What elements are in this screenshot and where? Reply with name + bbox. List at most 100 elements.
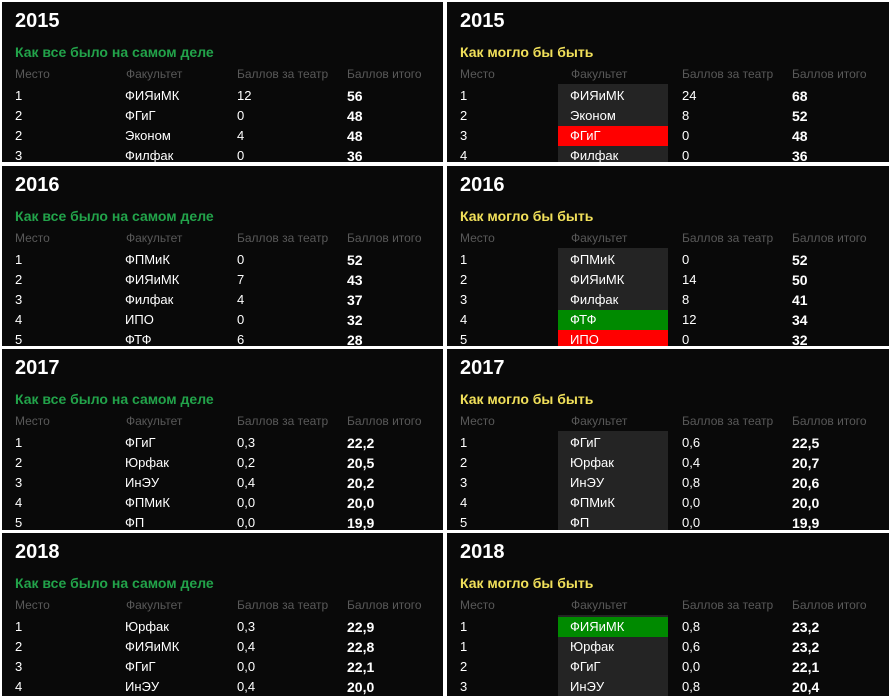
theater-points-cell: 14 bbox=[682, 272, 697, 287]
column-header-total: Баллов итого bbox=[347, 414, 422, 428]
table-row: 4 ФПМиК 0,0 20,0 bbox=[447, 493, 889, 513]
place-cell: 4 bbox=[460, 312, 468, 327]
total-points-cell: 20,7 bbox=[792, 455, 820, 471]
faculty-cell: ФПМиК bbox=[125, 495, 170, 510]
theater-points-cell: 24 bbox=[682, 88, 697, 103]
total-points-cell: 20,0 bbox=[347, 679, 375, 695]
table-row: 1 ФПМиК 0 52 bbox=[2, 250, 443, 270]
panel-2017-real: 2017 Как все было на самом деле Место Факул… bbox=[2, 349, 443, 530]
theater-points-cell: 12 bbox=[237, 88, 252, 103]
table-row: 4 ИнЭУ 0,4 20,0 bbox=[2, 677, 443, 696]
place-cell: 5 bbox=[15, 332, 23, 346]
total-points-cell: 56 bbox=[347, 88, 363, 104]
place-cell: 2 bbox=[460, 272, 468, 287]
table-row: 2 ФИЯиМК 0,4 22,8 bbox=[2, 637, 443, 657]
table-row: 1 ФГиГ 0,3 22,2 bbox=[2, 433, 443, 453]
total-points-cell: 28 bbox=[347, 332, 363, 346]
theater-points-cell: 0,6 bbox=[682, 639, 701, 654]
table-row: 2 ФГиГ 0,0 22,1 bbox=[447, 657, 889, 677]
faculty-cell: ФТФ bbox=[558, 310, 668, 330]
total-points-cell: 36 bbox=[347, 148, 363, 162]
panel-2017-alt: 2017 Как могло бы быть Место Факультет Балло… bbox=[447, 349, 889, 530]
panel-subtitle: Как могло бы быть bbox=[460, 208, 594, 224]
table-row: 5 ИПО 0 32 bbox=[447, 330, 889, 346]
faculty-cell: ФИЯиМК bbox=[570, 88, 625, 103]
year-heading: 2017 bbox=[15, 357, 60, 379]
column-header-theater: Баллов за театр bbox=[237, 598, 329, 612]
table-row: 1 Юрфак 0,3 22,9 bbox=[2, 617, 443, 637]
panel-2016-real: 2016 Как все было на самом деле Место Факул… bbox=[2, 166, 443, 346]
column-header-total: Баллов итого bbox=[792, 598, 867, 612]
faculty-cell: Филфак bbox=[125, 292, 174, 307]
total-points-cell: 32 bbox=[792, 332, 808, 346]
table-row: 5 ФП 0,0 19,9 bbox=[2, 513, 443, 530]
faculty-cell: ФИЯиМК bbox=[125, 272, 180, 287]
table-row: 2 Юрфак 0,4 20,7 bbox=[447, 453, 889, 473]
column-header-place: Место bbox=[15, 67, 50, 81]
total-points-cell: 48 bbox=[347, 108, 363, 124]
column-header-faculty: Факультет bbox=[126, 414, 183, 428]
total-points-cell: 48 bbox=[347, 128, 363, 144]
place-cell: 2 bbox=[15, 455, 23, 470]
table-row: 2 ФГиГ 0 48 bbox=[2, 106, 443, 126]
faculty-cell: Филфак bbox=[570, 148, 619, 162]
theater-points-cell: 0,0 bbox=[682, 659, 701, 674]
year-heading: 2018 bbox=[15, 541, 60, 563]
theater-points-cell: 0,6 bbox=[682, 435, 701, 450]
total-points-cell: 37 bbox=[347, 292, 363, 308]
theater-points-cell: 0,0 bbox=[682, 515, 701, 530]
theater-points-cell: 12 bbox=[682, 312, 697, 327]
column-header-faculty: Факультет bbox=[571, 67, 628, 81]
table-row: 1 ФИЯиМК 12 56 bbox=[2, 86, 443, 106]
table-row: 4 ФТФ 12 34 bbox=[447, 310, 889, 330]
faculty-column-background bbox=[558, 431, 668, 530]
column-header-place: Место bbox=[460, 231, 495, 245]
panel-subtitle: Как все было на самом деле bbox=[15, 391, 214, 407]
table-row: 2 ФИЯиМК 14 50 bbox=[447, 270, 889, 290]
faculty-cell: Юрфак bbox=[125, 455, 169, 470]
table-row: 3 ИнЭУ 0,4 20,2 bbox=[2, 473, 443, 493]
panel-subtitle: Как могло бы быть bbox=[460, 391, 594, 407]
column-header-place: Место bbox=[460, 67, 495, 81]
table-row: 5 ФП 0,0 19,9 bbox=[447, 513, 889, 530]
total-points-cell: 20,4 bbox=[792, 679, 820, 695]
table-row: 1 Юрфак 0,6 23,2 bbox=[447, 637, 889, 657]
theater-points-cell: 0 bbox=[237, 312, 245, 327]
place-cell: 2 bbox=[460, 659, 468, 674]
column-header-theater: Баллов за театр bbox=[682, 598, 774, 612]
total-points-cell: 68 bbox=[792, 88, 808, 104]
faculty-cell: ФГиГ bbox=[558, 126, 668, 146]
panel-subtitle: Как могло бы быть bbox=[460, 575, 594, 591]
faculty-cell: Юрфак bbox=[570, 455, 614, 470]
year-heading: 2015 bbox=[15, 10, 60, 32]
faculty-cell: ФГиГ bbox=[570, 435, 601, 450]
theater-points-cell: 0,8 bbox=[682, 619, 701, 634]
theater-points-cell: 0,0 bbox=[237, 659, 256, 674]
year-heading: 2017 bbox=[460, 357, 505, 379]
column-header-theater: Баллов за театр bbox=[682, 414, 774, 428]
place-cell: 1 bbox=[460, 619, 468, 634]
place-cell: 1 bbox=[15, 88, 23, 103]
theater-points-cell: 0 bbox=[682, 252, 690, 267]
table-row: 1 ФГиГ 0,6 22,5 bbox=[447, 433, 889, 453]
total-points-cell: 43 bbox=[347, 272, 363, 288]
table-row: 2 ФИЯиМК 7 43 bbox=[2, 270, 443, 290]
table-row: 2 Эконом 4 48 bbox=[2, 126, 443, 146]
column-header-total: Баллов итого bbox=[347, 598, 422, 612]
theater-points-cell: 0,8 bbox=[682, 679, 701, 694]
total-points-cell: 32 bbox=[347, 312, 363, 328]
table-row: 1 ФИЯиМК 0,8 23,2 bbox=[447, 617, 889, 637]
theater-points-cell: 8 bbox=[682, 292, 690, 307]
place-cell: 5 bbox=[460, 332, 468, 346]
column-header-theater: Баллов за театр bbox=[237, 231, 329, 245]
panel-2015-real: 2015 Как все было на самом деле Место Факул… bbox=[2, 2, 443, 162]
place-cell: 1 bbox=[460, 435, 468, 450]
faculty-cell: ФГиГ bbox=[125, 659, 156, 674]
theater-points-cell: 4 bbox=[237, 128, 245, 143]
total-points-cell: 52 bbox=[792, 108, 808, 124]
total-points-cell: 50 bbox=[792, 272, 808, 288]
table-row: 3 ИнЭУ 0,8 20,4 bbox=[447, 677, 889, 696]
place-cell: 3 bbox=[15, 292, 23, 307]
faculty-cell: Юрфак bbox=[570, 639, 614, 654]
theater-points-cell: 0,0 bbox=[237, 515, 256, 530]
